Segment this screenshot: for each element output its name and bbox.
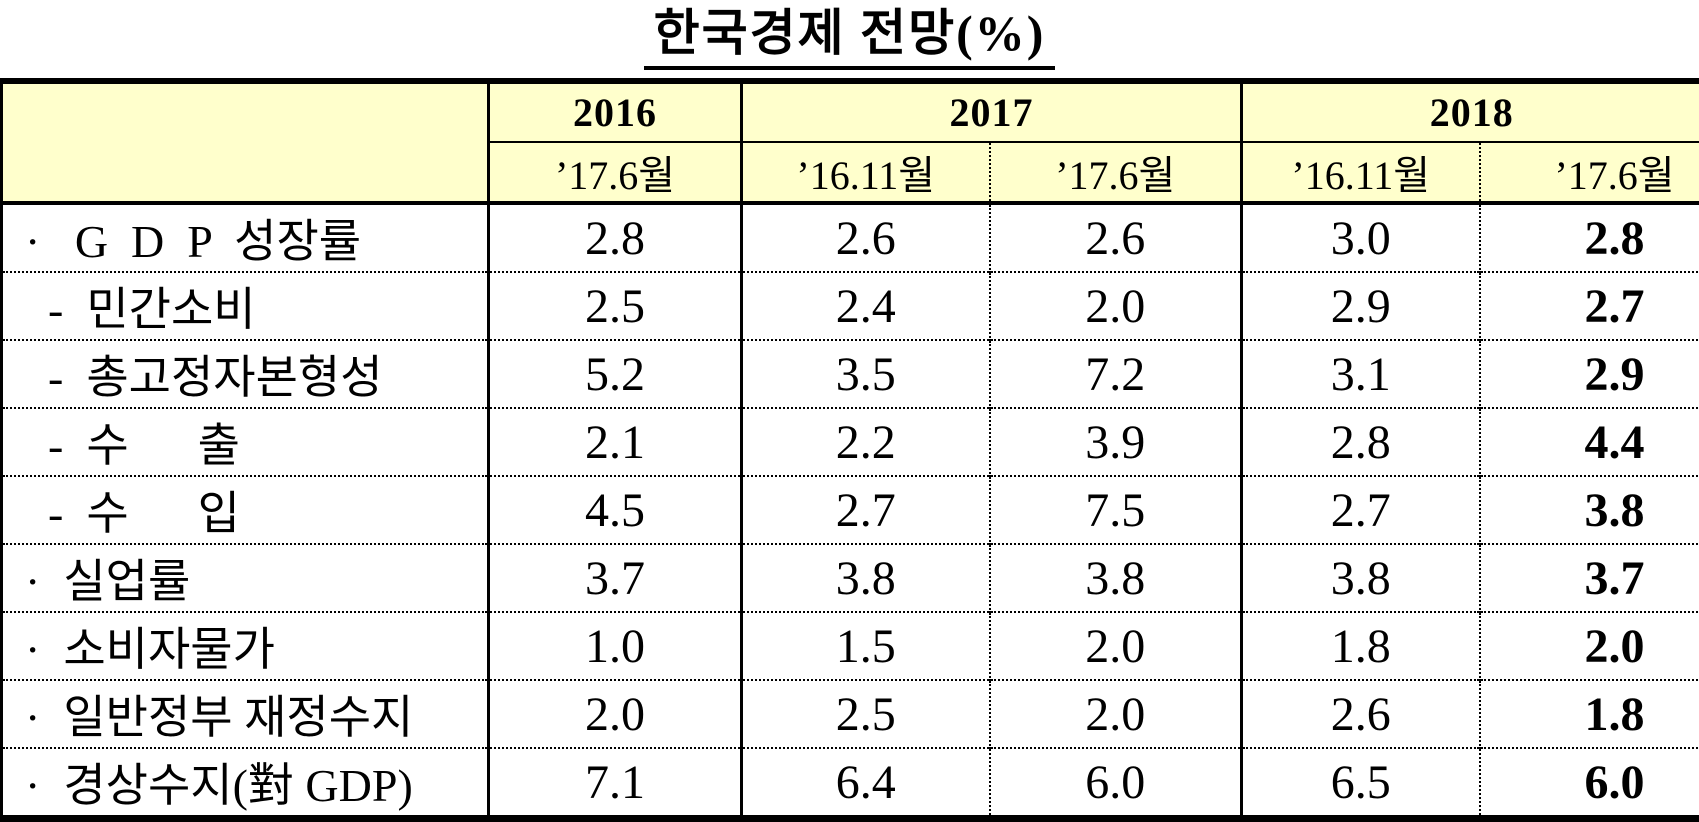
table-row: - 수 출 2.1 2.2 3.9 2.8 4.4 <box>2 408 1699 476</box>
value-cell: 3.7 <box>489 544 742 612</box>
value-cell: 2.5 <box>742 680 990 748</box>
value-cell: 2.9 <box>1242 272 1480 340</box>
table-row: - 수 입 4.5 2.7 7.5 2.7 3.8 <box>2 476 1699 544</box>
value-cell: 2.0 <box>990 612 1242 680</box>
row-label: - 민간소비 <box>2 272 489 340</box>
table-header: 2016 2017 2018 ’17.6월 ’16.11월 ’17.6월 ’16… <box>2 81 1699 203</box>
value-cell: 2.6 <box>1242 680 1480 748</box>
value-cell: 1.5 <box>742 612 990 680</box>
value-cell: 1.0 <box>489 612 742 680</box>
col-group-2018: 2018 <box>1242 81 1699 142</box>
year-header-row: 2016 2017 2018 <box>2 81 1699 142</box>
row-label: - 수 입 <box>2 476 489 544</box>
table-row: · 소비자물가 1.0 1.5 2.0 1.8 2.0 <box>2 612 1699 680</box>
col-2018-jun17: ’17.6월 <box>1480 142 1699 203</box>
table-row: · G D P 성장률 2.8 2.6 2.6 3.0 2.8 <box>2 203 1699 272</box>
value-cell: 2.0 <box>489 680 742 748</box>
value-cell: 2.9 <box>1480 340 1699 408</box>
value-cell: 4.4 <box>1480 408 1699 476</box>
value-cell: 3.0 <box>1242 203 1480 272</box>
value-cell: 4.5 <box>489 476 742 544</box>
value-cell: 2.8 <box>489 203 742 272</box>
page: 한국경제 전망(%) 2016 2017 2018 ’17.6월 ’16.11월… <box>0 0 1699 769</box>
value-cell: 2.4 <box>742 272 990 340</box>
corner-cell <box>2 81 489 203</box>
value-cell: 2.0 <box>990 272 1242 340</box>
value-cell: 2.0 <box>1480 612 1699 680</box>
chart-title: 한국경제 전망(%) <box>644 4 1056 70</box>
table-row: · 실업률 3.7 3.8 3.8 3.8 3.7 <box>2 544 1699 612</box>
row-label: - 총고정자본형성 <box>2 340 489 408</box>
row-label: · 소비자물가 <box>2 612 489 680</box>
table-row: - 총고정자본형성 5.2 3.5 7.2 3.1 2.9 <box>2 340 1699 408</box>
col-group-2017: 2017 <box>742 81 1242 142</box>
table-row: · 경상수지(對 GDP) 7.1 6.4 6.0 6.5 6.0 <box>2 748 1699 819</box>
value-cell: 2.0 <box>990 680 1242 748</box>
row-label: - 수 출 <box>2 408 489 476</box>
value-cell: 3.8 <box>1242 544 1480 612</box>
value-cell: 3.5 <box>742 340 990 408</box>
value-cell: 2.1 <box>489 408 742 476</box>
row-label: · 일반정부 재정수지 <box>2 680 489 748</box>
row-label: · G D P 성장률 <box>2 203 489 272</box>
title-area: 한국경제 전망(%) <box>0 0 1699 74</box>
value-cell: 2.7 <box>742 476 990 544</box>
value-cell: 6.4 <box>742 748 990 819</box>
value-cell: 2.8 <box>1242 408 1480 476</box>
value-cell: 1.8 <box>1242 612 1480 680</box>
row-label: · 경상수지(對 GDP) <box>2 748 489 819</box>
forecast-table: 2016 2017 2018 ’17.6월 ’16.11월 ’17.6월 ’16… <box>0 78 1699 822</box>
value-cell: 3.1 <box>1242 340 1480 408</box>
col-2018-nov16: ’16.11월 <box>1242 142 1480 203</box>
value-cell: 2.7 <box>1242 476 1480 544</box>
value-cell: 7.1 <box>489 748 742 819</box>
value-cell: 6.0 <box>1480 748 1699 819</box>
value-cell: 1.8 <box>1480 680 1699 748</box>
value-cell: 7.2 <box>990 340 1242 408</box>
value-cell: 3.8 <box>990 544 1242 612</box>
row-label: · 실업률 <box>2 544 489 612</box>
value-cell: 3.9 <box>990 408 1242 476</box>
col-2017-nov16: ’16.11월 <box>742 142 990 203</box>
value-cell: 2.6 <box>742 203 990 272</box>
value-cell: 5.2 <box>489 340 742 408</box>
table-row: · 일반정부 재정수지 2.0 2.5 2.0 2.6 1.8 <box>2 680 1699 748</box>
value-cell: 3.8 <box>1480 476 1699 544</box>
value-cell: 2.2 <box>742 408 990 476</box>
col-2016-jun17: ’17.6월 <box>489 142 742 203</box>
col-2017-jun17: ’17.6월 <box>990 142 1242 203</box>
value-cell: 3.8 <box>742 544 990 612</box>
table-body: · G D P 성장률 2.8 2.6 2.6 3.0 2.8 - 민간소비 2… <box>2 203 1699 819</box>
value-cell: 7.5 <box>990 476 1242 544</box>
value-cell: 2.7 <box>1480 272 1699 340</box>
value-cell: 2.6 <box>990 203 1242 272</box>
value-cell: 2.8 <box>1480 203 1699 272</box>
table-row: - 민간소비 2.5 2.4 2.0 2.9 2.7 <box>2 272 1699 340</box>
value-cell: 6.0 <box>990 748 1242 819</box>
value-cell: 3.7 <box>1480 544 1699 612</box>
col-group-2016: 2016 <box>489 81 742 142</box>
value-cell: 6.5 <box>1242 748 1480 819</box>
value-cell: 2.5 <box>489 272 742 340</box>
